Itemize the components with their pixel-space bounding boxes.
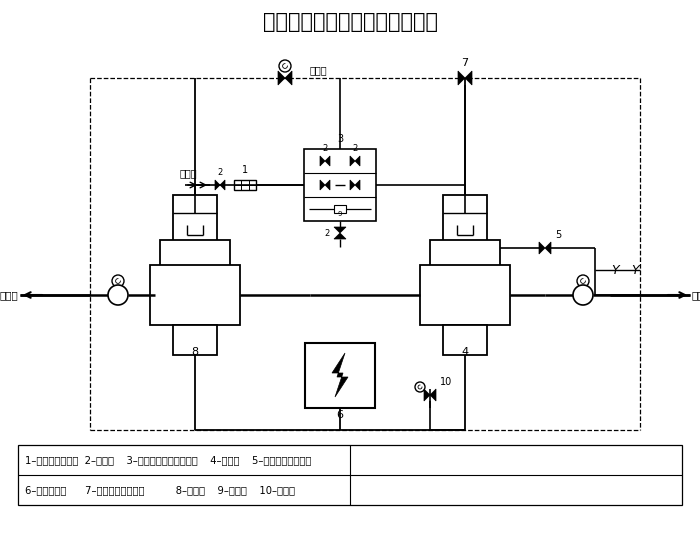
Text: 冷凝水: 冷凝水 <box>180 168 197 178</box>
Polygon shape <box>325 156 330 166</box>
Polygon shape <box>320 156 325 166</box>
Polygon shape <box>320 180 325 190</box>
Polygon shape <box>334 227 346 233</box>
Polygon shape <box>350 180 355 190</box>
Polygon shape <box>334 233 346 239</box>
Text: 给水进: 给水进 <box>692 290 700 300</box>
Polygon shape <box>332 353 348 397</box>
Bar <box>18 445 682 505</box>
Text: 8: 8 <box>191 347 199 357</box>
Text: 2: 2 <box>352 144 358 153</box>
Bar <box>334 205 346 213</box>
Circle shape <box>279 60 291 72</box>
Text: 6: 6 <box>337 410 344 420</box>
Polygon shape <box>355 180 360 190</box>
Polygon shape <box>458 71 465 85</box>
Bar <box>173 325 217 355</box>
Text: 1–滤网（过滤器）  2–截止阀    3–电磁鄀（快速启闭鄀）    4–入口鄀    5–截止鄀（放水鄀）: 1–滤网（过滤器） 2–截止阀 3–电磁鄀（快速启闭鄀） 4–入口鄀 5–截止鄀… <box>25 455 312 465</box>
Polygon shape <box>350 156 355 166</box>
Circle shape <box>415 382 425 392</box>
Text: 6–高压加热器      7–截止鄀（放气鄀）          8–出口鄀    9–节流圈    10–注水鄀: 6–高压加热器 7–截止鄀（放气鄀） 8–出口鄀 9–节流圈 10–注水鄀 <box>25 485 295 495</box>
Text: 2: 2 <box>325 228 330 237</box>
Circle shape <box>577 275 589 287</box>
Polygon shape <box>215 180 220 190</box>
Text: Y: Y <box>611 263 619 276</box>
Text: 7: 7 <box>461 58 468 68</box>
Polygon shape <box>325 180 330 190</box>
Text: 2: 2 <box>323 144 328 153</box>
Bar <box>443 195 487 250</box>
Polygon shape <box>285 71 292 85</box>
Polygon shape <box>424 389 430 401</box>
Circle shape <box>108 285 128 305</box>
Bar <box>420 265 510 325</box>
Polygon shape <box>278 71 285 85</box>
Polygon shape <box>465 71 472 85</box>
Bar <box>304 149 376 221</box>
Bar <box>173 195 217 250</box>
Bar <box>430 240 500 270</box>
Text: 10: 10 <box>440 377 452 387</box>
Text: Y: Y <box>631 263 639 276</box>
Polygon shape <box>355 156 360 166</box>
Text: 2: 2 <box>218 168 223 177</box>
Text: 3: 3 <box>337 134 343 144</box>
Bar <box>443 325 487 355</box>
Text: 冷供笔: 冷供笔 <box>310 65 328 75</box>
Text: 4: 4 <box>461 347 468 357</box>
Text: 至锅炉: 至锅炉 <box>0 290 18 300</box>
Text: 高压加热器给水保护系统原理图: 高压加热器给水保护系统原理图 <box>262 12 438 32</box>
Bar <box>234 180 256 190</box>
Bar <box>160 240 230 270</box>
Polygon shape <box>539 242 545 254</box>
Circle shape <box>573 285 593 305</box>
Circle shape <box>112 275 124 287</box>
Polygon shape <box>220 180 225 190</box>
Text: 9: 9 <box>337 211 342 217</box>
Bar <box>150 265 240 325</box>
Text: 1: 1 <box>242 165 248 175</box>
Bar <box>305 342 375 408</box>
Text: 5: 5 <box>555 230 561 240</box>
Polygon shape <box>430 389 436 401</box>
Polygon shape <box>545 242 551 254</box>
